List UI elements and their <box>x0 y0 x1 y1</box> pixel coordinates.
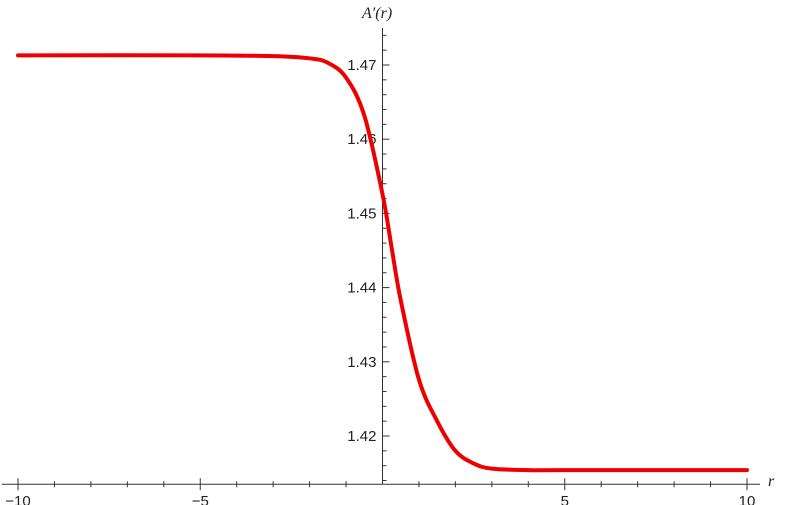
x-axis-label: r <box>768 473 775 490</box>
series-line <box>16 53 749 473</box>
series <box>16 53 749 473</box>
y-tick-label: 1.42 <box>347 428 376 445</box>
y-axis-label: A′(r) <box>361 5 392 22</box>
x-tick-label: 10 <box>739 493 756 505</box>
x-tick-label: −5 <box>192 493 209 505</box>
y-tick-label: 1.44 <box>347 280 376 297</box>
x-tick-label: 5 <box>561 493 569 505</box>
axes <box>2 28 760 485</box>
y-tick-label: 1.45 <box>347 205 376 222</box>
x-tick-label: −10 <box>5 493 30 505</box>
y-tick-label: 1.47 <box>347 57 376 74</box>
ticks: −10 −5 5 101.421.431.441.451.461.47 <box>5 34 756 505</box>
y-tick-label: 1.43 <box>347 354 376 371</box>
